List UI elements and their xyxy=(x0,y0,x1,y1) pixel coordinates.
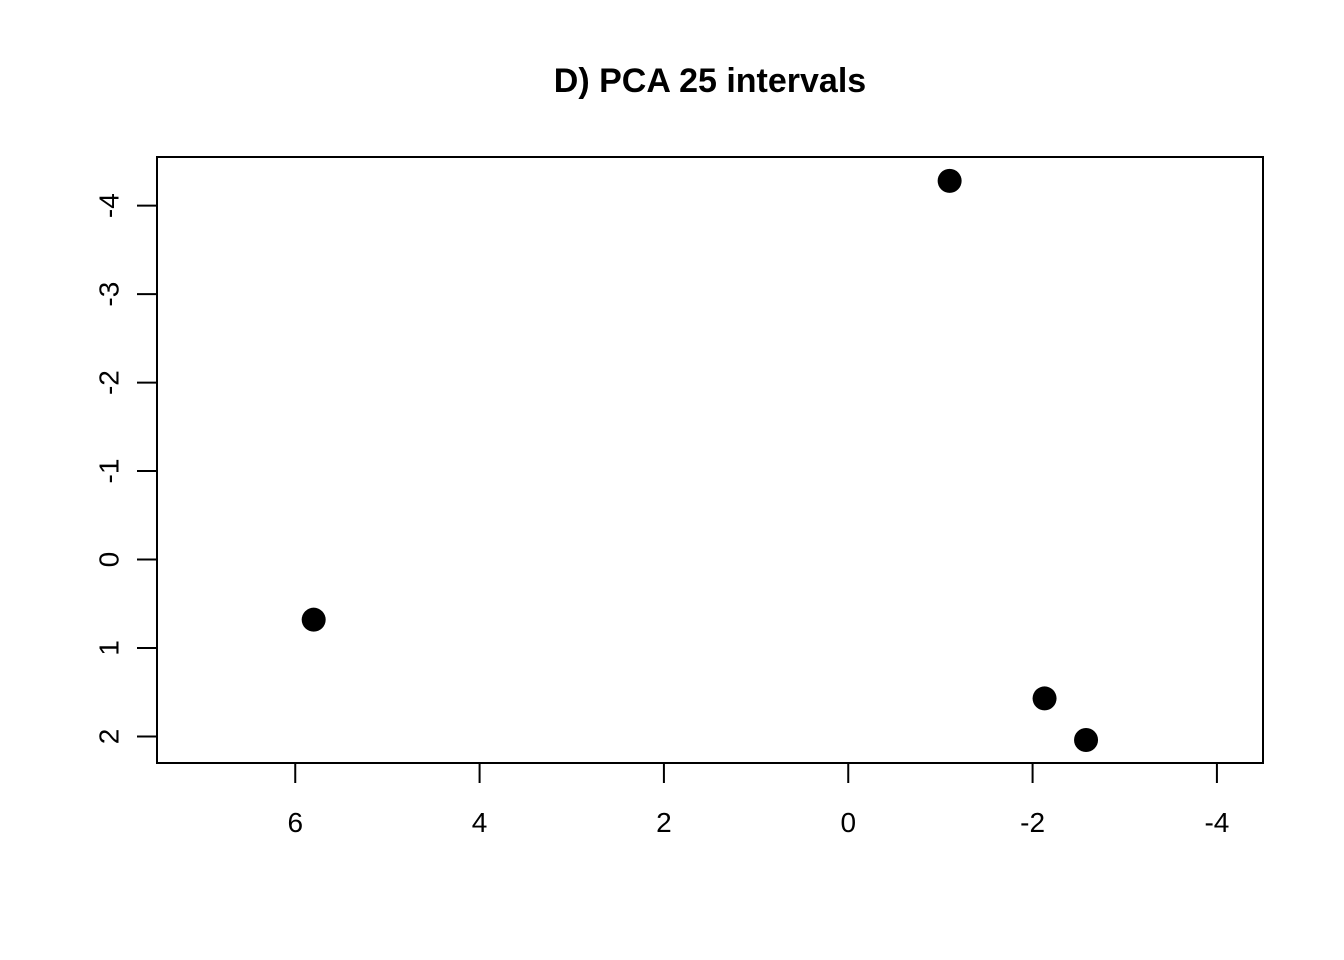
x-tick-label: -4 xyxy=(1204,807,1229,838)
x-tick-label: 6 xyxy=(287,807,303,838)
x-tick-label: 0 xyxy=(840,807,856,838)
y-tick-label: -2 xyxy=(94,370,125,395)
x-tick-label: 2 xyxy=(656,807,672,838)
y-tick-label: -3 xyxy=(94,282,125,307)
data-point xyxy=(1074,727,1099,752)
y-tick-label: -4 xyxy=(94,193,125,218)
y-tick-label: 2 xyxy=(94,729,125,745)
y-tick-label: -1 xyxy=(94,459,125,484)
x-tick-label: 4 xyxy=(472,807,488,838)
data-point xyxy=(937,168,962,193)
data-point xyxy=(1032,686,1057,711)
x-axis: 6 4 2 0 -2 -4 xyxy=(287,762,1229,838)
y-axis: -4 -3 -2 -1 0 1 2 xyxy=(94,193,158,744)
plot-frame xyxy=(156,156,1264,764)
data-points xyxy=(301,168,1099,752)
chart-title: D) PCA 25 intervals xyxy=(554,62,866,100)
data-point xyxy=(301,607,326,632)
y-tick-label: 0 xyxy=(94,552,125,568)
y-tick-label: 1 xyxy=(94,640,125,656)
x-tick-label: -2 xyxy=(1020,807,1045,838)
